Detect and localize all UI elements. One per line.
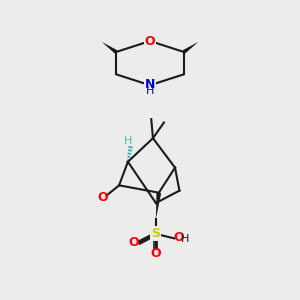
Text: H: H: [146, 86, 154, 96]
Text: O: O: [145, 34, 155, 48]
Polygon shape: [183, 42, 198, 54]
Text: O: O: [151, 248, 161, 260]
Text: O: O: [129, 236, 140, 249]
Polygon shape: [156, 192, 161, 219]
Text: N: N: [145, 77, 155, 91]
Text: O: O: [174, 231, 184, 244]
Text: O: O: [97, 190, 108, 204]
Text: H: H: [181, 234, 190, 244]
Text: S: S: [152, 227, 160, 240]
Text: H: H: [124, 136, 132, 146]
Polygon shape: [102, 42, 117, 54]
